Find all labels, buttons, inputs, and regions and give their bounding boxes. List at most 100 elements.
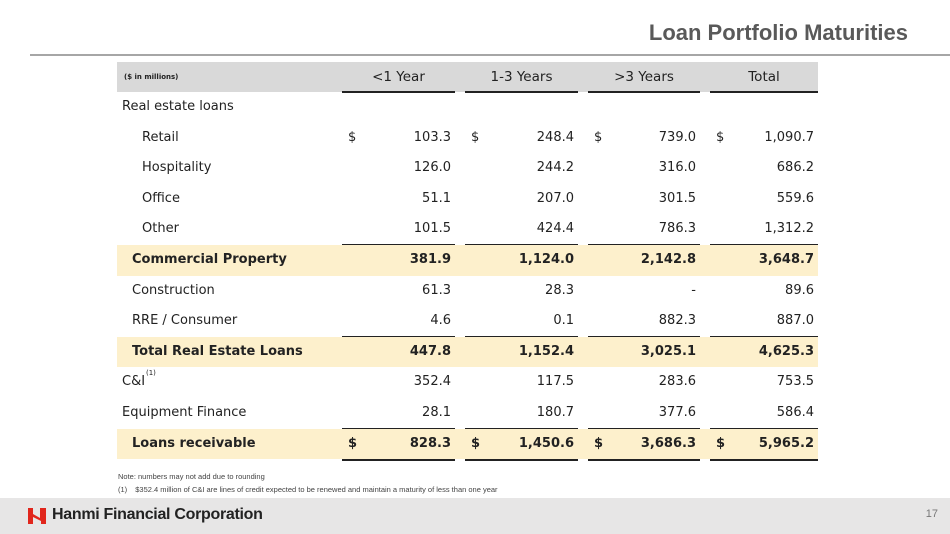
cell-value: 51.1 — [422, 190, 451, 206]
header-rule — [588, 91, 700, 93]
total-rule — [588, 427, 700, 429]
footnote-marker: (1) — [118, 485, 128, 494]
cell-value: 882.3 — [658, 313, 696, 329]
cell-value: 301.5 — [658, 190, 696, 206]
row-label: RRE / Consumer — [132, 313, 238, 329]
cell-value: 559.6 — [776, 190, 814, 206]
cell-value: 101.5 — [413, 221, 451, 237]
total-rule — [710, 335, 818, 337]
cell-value: 739.0 — [658, 129, 696, 145]
row-highlight — [117, 245, 818, 276]
row-label: Real estate loans — [122, 99, 234, 114]
cell-value: 786.3 — [658, 221, 696, 237]
currency-sign: $ — [471, 129, 480, 145]
cell-value: 686.2 — [776, 160, 814, 176]
currency-sign: $ — [348, 435, 358, 451]
cell-value: 4.6 — [430, 313, 451, 329]
total-rule — [342, 427, 455, 429]
cell-value: 207.0 — [536, 190, 574, 206]
table-header-bg — [117, 62, 818, 92]
cell-value: 61.3 — [422, 282, 451, 298]
company-name: Hanmi Financial Corporation — [52, 506, 263, 523]
footnote-text: $352.4 million of C&I are lines of credi… — [135, 485, 498, 494]
total-rule — [342, 244, 455, 245]
cell-value: - — [691, 282, 696, 298]
cell-value: 1,152.4 — [518, 343, 574, 359]
cell-value: 753.5 — [776, 374, 814, 390]
cell-value: 3,648.7 — [758, 252, 814, 267]
column-header: <1 Year — [372, 69, 425, 85]
cell-value: 447.8 — [409, 343, 451, 359]
cell-value: 586.4 — [776, 405, 814, 420]
cell-value: 1,090.7 — [764, 129, 814, 145]
cell-value: 1,124.0 — [518, 252, 574, 267]
note: Note: numbers may not add due to roundin… — [118, 472, 265, 481]
cell-value: 4,625.3 — [758, 343, 814, 359]
cell-value: 1,312.2 — [764, 221, 814, 237]
row-label: C&I — [122, 374, 146, 390]
cell-value: 377.6 — [658, 405, 696, 420]
cell-value: 316.0 — [658, 160, 696, 176]
currency-sign: $ — [471, 435, 481, 451]
cell-value: 3,686.3 — [640, 435, 696, 451]
cell-value: 89.6 — [785, 282, 814, 298]
currency-sign: $ — [594, 435, 604, 451]
row-label: Total Real Estate Loans — [132, 343, 303, 359]
cell-value: 828.3 — [409, 435, 451, 451]
row-highlight — [117, 336, 818, 368]
slide-title: Loan Portfolio Maturities — [648, 20, 908, 45]
footnote-ref: (1) — [146, 369, 156, 378]
cell-value: 424.4 — [536, 221, 574, 237]
cell-value: 28.1 — [422, 405, 451, 420]
total-rule — [710, 427, 818, 429]
title-rule — [30, 54, 950, 56]
cell-value: 887.0 — [776, 313, 814, 329]
footer-bar: Hanmi Financial Corporation 17 — [0, 498, 950, 534]
cell-value: 248.4 — [536, 129, 574, 145]
total-rule — [342, 335, 455, 337]
total-rule — [465, 427, 578, 429]
cell-value: 381.9 — [409, 252, 451, 267]
page-number: 17 — [925, 508, 938, 520]
cell-value: 117.5 — [536, 374, 574, 390]
row-label: Other — [142, 221, 179, 237]
bottom-rule — [588, 459, 700, 462]
column-header: Total — [748, 69, 780, 85]
total-rule — [588, 335, 700, 337]
row-label: Retail — [142, 129, 179, 145]
row-label: Office — [142, 190, 180, 206]
row-highlight — [117, 428, 818, 460]
cell-value: 5,965.2 — [758, 435, 814, 451]
cell-value: 1,450.6 — [518, 435, 574, 451]
column-header: 1-3 Years — [490, 69, 553, 85]
cell-value: 3,025.1 — [640, 343, 696, 359]
cell-value: 0.1 — [553, 313, 574, 329]
row-label: Commercial Property — [132, 252, 287, 267]
row-label: Loans receivable — [132, 435, 256, 451]
logo-mark — [28, 508, 46, 524]
header-rule — [710, 91, 818, 93]
unit-note: ($ in millions) — [124, 73, 179, 81]
cell-value: 28.3 — [545, 282, 574, 298]
total-rule — [588, 244, 700, 245]
footnote: (1) $352.4 million of C&I are lines of c… — [118, 485, 498, 494]
cell-value: 180.7 — [536, 405, 574, 420]
currency-sign: $ — [716, 129, 725, 145]
cell-value: 352.4 — [413, 374, 451, 390]
currency-sign: $ — [716, 435, 726, 451]
row-label: Hospitality — [142, 160, 212, 176]
cell-value: 283.6 — [658, 374, 696, 390]
cell-value: 126.0 — [413, 160, 451, 176]
row-label: Construction — [132, 282, 215, 298]
currency-sign: $ — [348, 129, 357, 145]
total-rule — [465, 335, 578, 337]
total-rule — [465, 244, 578, 245]
bottom-rule — [342, 459, 455, 462]
cell-value: 103.3 — [413, 129, 451, 145]
column-header: >3 Years — [614, 69, 674, 85]
bottom-rule — [465, 459, 578, 462]
row-label: Equipment Finance — [122, 405, 247, 420]
total-rule — [710, 244, 818, 245]
bottom-rule — [710, 459, 818, 462]
